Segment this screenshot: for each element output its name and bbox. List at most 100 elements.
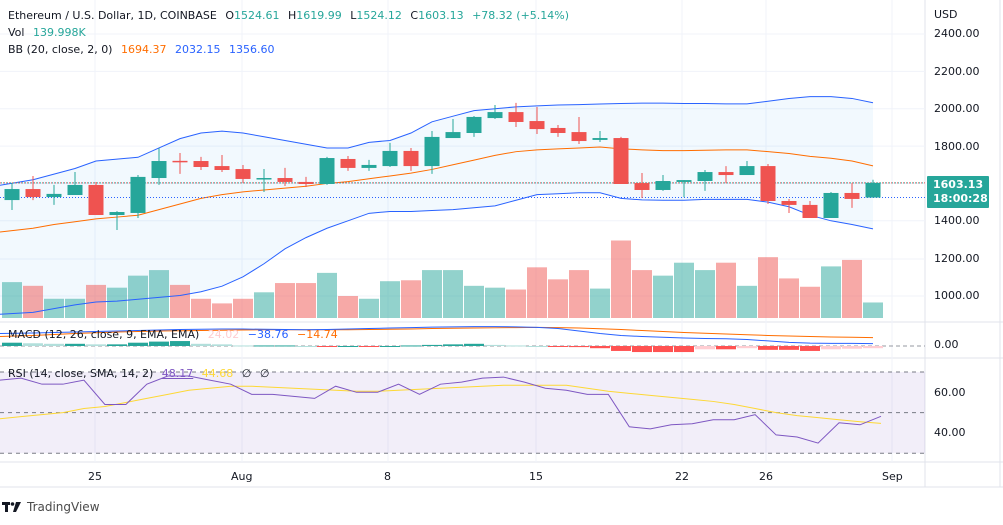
volume-bar [317, 272, 337, 318]
macd-histogram-bar [86, 344, 106, 346]
time-tick: 22 [675, 470, 689, 483]
macd-histogram-bar [65, 343, 85, 346]
rsi-legend: RSI (14, close, SMA, 14, 2) 48.17 44.68 … [8, 367, 274, 380]
currency-label[interactable]: USD [934, 8, 958, 21]
volume-bar [65, 298, 85, 318]
rsi-value: 48.17 [161, 367, 194, 380]
time-tick: Sep [882, 470, 903, 483]
candle-body [4, 189, 20, 201]
time-tick: 8 [384, 470, 391, 483]
macd-histogram-bar [506, 345, 526, 347]
last-price: 1603.13 [933, 178, 984, 191]
volume-bar [359, 298, 379, 318]
candle-body [424, 136, 440, 167]
macd-line [0, 326, 874, 345]
macd-signal-value: −14.74 [297, 328, 338, 341]
price-tick: 2000.00 [934, 102, 980, 115]
volume-bar [233, 298, 253, 318]
macd-histogram-bar [821, 346, 841, 350]
time-tick: 15 [529, 470, 543, 483]
tradingview-logo[interactable]: TradingView [2, 500, 100, 514]
macd-histogram-bar [128, 342, 148, 346]
candle-body [277, 178, 293, 182]
bollinger-band-lines [0, 96, 874, 315]
candle-body [130, 176, 146, 213]
bb-label[interactable]: BB (20, close, 2, 0) [8, 43, 113, 56]
time-tick: Aug [231, 470, 253, 483]
macd-histogram-bar [779, 346, 799, 350]
macd-histogram-bar [317, 346, 337, 347]
macd-histogram-bar [296, 346, 316, 347]
volume-bar [338, 296, 358, 318]
macd-histogram-bar [632, 346, 652, 353]
candle-body [865, 182, 881, 198]
price-tick: 1200.00 [934, 252, 980, 265]
volume-bar [716, 262, 736, 318]
volume-bar [485, 287, 505, 318]
rsi-label[interactable]: RSI (14, close, SMA, 14, 2) [8, 367, 154, 380]
volume-bar [674, 262, 694, 318]
macd-histogram-bar [653, 346, 673, 353]
bb-lower-value: 1356.60 [228, 43, 275, 56]
volume-bar [2, 282, 22, 318]
candle-body [109, 212, 125, 216]
candle-body [781, 200, 797, 205]
macd-histogram-bar [254, 345, 274, 347]
rsi-extra-1: ∅ [241, 367, 252, 380]
bb-fill-area [0, 96, 873, 315]
candle-body [697, 172, 713, 182]
low-label: L [350, 9, 357, 22]
volume-bar [422, 270, 442, 318]
macd-label[interactable]: MACD (12, 26, close, 9, EMA, EMA) [8, 328, 200, 341]
candle-body [403, 150, 419, 167]
macd-histogram-bar [863, 346, 883, 349]
candle-body [88, 184, 104, 216]
candle-body [256, 178, 272, 180]
candle-body [592, 138, 608, 140]
price-tick: 1000.00 [934, 289, 980, 302]
macd-histogram-bar [170, 341, 190, 346]
candle-body [172, 160, 188, 163]
candle-body [340, 158, 356, 168]
volume-bar [842, 259, 862, 318]
volume-bar [758, 257, 778, 318]
candle-body [655, 181, 671, 190]
volume-bar [443, 270, 463, 318]
macd-histogram-bar [401, 345, 421, 347]
candle-body [382, 150, 398, 167]
candle-body [487, 112, 503, 119]
symbol-title[interactable]: Ethereum / U.S. Dollar, 1D, COINBASE [8, 9, 217, 22]
volume-bar [506, 289, 526, 318]
macd-histogram-bar [485, 344, 505, 346]
volume-bar [863, 302, 883, 318]
volume-bar [632, 270, 652, 318]
rsi-ma-value: 44.68 [201, 367, 234, 380]
macd-pane [0, 326, 925, 353]
open-value: 1524.61 [233, 9, 280, 22]
macd-histogram-bar [527, 346, 547, 347]
volume-bar [527, 267, 547, 318]
last-price-tag: 1603.13 18:00:28 [927, 176, 989, 208]
tradingview-logo-text: TradingView [27, 500, 100, 514]
price-tick: 1400.00 [934, 214, 980, 227]
macd-histogram-bar [695, 346, 715, 350]
macd-legend: MACD (12, 26, close, 9, EMA, EMA) 24.02 … [8, 328, 343, 341]
macd-histogram-bar [107, 344, 127, 346]
volume-bar [779, 278, 799, 318]
volume-label[interactable]: Vol [8, 26, 25, 39]
macd-histogram-bar [149, 341, 169, 346]
volume-bar [800, 286, 820, 318]
candlesticks [4, 102, 881, 230]
symbol-legend: Ethereum / U.S. Dollar, 1D, COINBASE O15… [8, 9, 574, 22]
volume-bar [254, 292, 274, 318]
volume-bar [296, 283, 316, 318]
macd-histogram-bar [758, 346, 778, 350]
candle-body [214, 166, 230, 170]
candle-body [844, 192, 860, 199]
rsi-line [0, 375, 882, 444]
candle-body [802, 204, 818, 218]
candle-body [298, 181, 314, 185]
volume-bar [548, 279, 568, 318]
candle-body [550, 127, 566, 134]
